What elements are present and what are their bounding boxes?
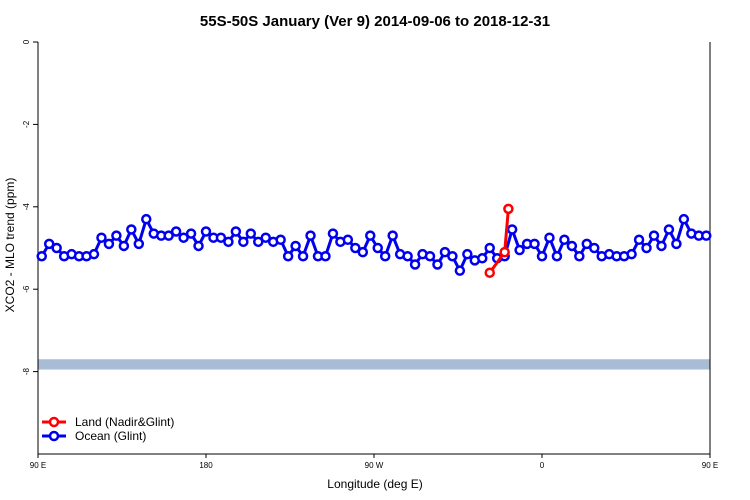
data-point [484,267,495,278]
data-point [503,203,514,215]
legend-marker [48,416,60,428]
data-point [432,259,443,270]
data-point [536,250,548,262]
data-point [379,250,391,262]
data-point [141,213,152,225]
data-point [297,250,309,262]
data-point [223,236,234,248]
data-point [462,248,473,260]
data-point [409,259,421,270]
data-point [641,242,652,254]
x-tick-label: 90 E [702,461,718,470]
data-point [581,238,593,250]
data-point [372,242,383,254]
data-point [357,246,369,258]
data-point [424,250,436,262]
data-point [506,224,518,235]
data-point [633,234,645,246]
data-point [327,228,339,239]
data-point [111,230,122,241]
data-point [103,238,115,250]
data-point [626,248,637,260]
data-point [260,232,271,243]
data-point [275,234,286,246]
y-tick-label: -6 [22,285,31,293]
data-point [514,244,525,256]
data-point [133,238,145,250]
data-point [253,236,264,248]
data-point [245,228,257,239]
data-point [671,238,682,250]
data-point [589,242,600,254]
data-point [350,242,361,254]
data-point [566,240,578,252]
y-tick-label: 0 [22,39,31,44]
data-point [185,228,197,239]
legend-label: Land (Nadir&Glint) [75,415,174,429]
x-tick-label: 90 E [30,461,46,470]
data-point [529,238,540,250]
x-tick-label: 90 W [365,461,384,470]
y-tick-label: -2 [22,120,31,128]
data-point [193,240,204,252]
data-point [402,250,413,262]
data-point [126,224,137,235]
data-point [178,232,189,243]
series-ocean [36,213,712,276]
y-axis-label: XCO2 - MLO trend (ppm) [3,178,17,313]
data-point [163,230,174,241]
y-tick-label: -8 [22,367,31,375]
data-point [238,236,249,248]
data-point [447,250,458,262]
legend-item: Land (Nadir&Glint) [42,415,174,429]
y-tick-label: -4 [22,203,31,211]
chart-title: 55S-50S January (Ver 9) 2014-09-06 to 20… [200,13,550,30]
data-point [36,250,47,262]
data-point [118,240,130,252]
data-point [43,238,55,250]
data-point [574,250,585,262]
data-point [499,246,510,258]
legend-item: Ocean (Glint) [42,429,146,443]
series-land [484,203,514,278]
data-point [477,253,488,264]
data-point [230,226,242,237]
x-tick-label: 180 [199,461,213,470]
data-point [290,240,301,252]
data-point [215,232,227,243]
data-point [678,213,690,225]
data-point [559,234,570,246]
data-point [387,230,398,241]
data-point [170,226,182,237]
data-point [656,240,667,252]
data-point [51,242,62,254]
legend-marker [48,430,60,442]
data-point [551,250,563,262]
data-point [454,265,466,276]
data-point [282,250,294,262]
legend-label: Ocean (Glint) [75,429,146,443]
data-point [701,230,712,241]
data-point [663,224,675,235]
x-tick-label: 0 [540,461,545,470]
data-point [544,232,555,243]
data-point [200,226,212,237]
data-point [96,232,107,243]
data-point [648,230,660,241]
data-point [88,248,100,260]
data-point [342,234,354,246]
data-point [439,246,451,258]
land-band [38,359,710,370]
data-point [484,242,495,254]
data-point [320,250,331,262]
x-axis-label: Longitude (deg E) [327,477,422,491]
data-point [365,230,376,241]
data-point [305,230,316,241]
